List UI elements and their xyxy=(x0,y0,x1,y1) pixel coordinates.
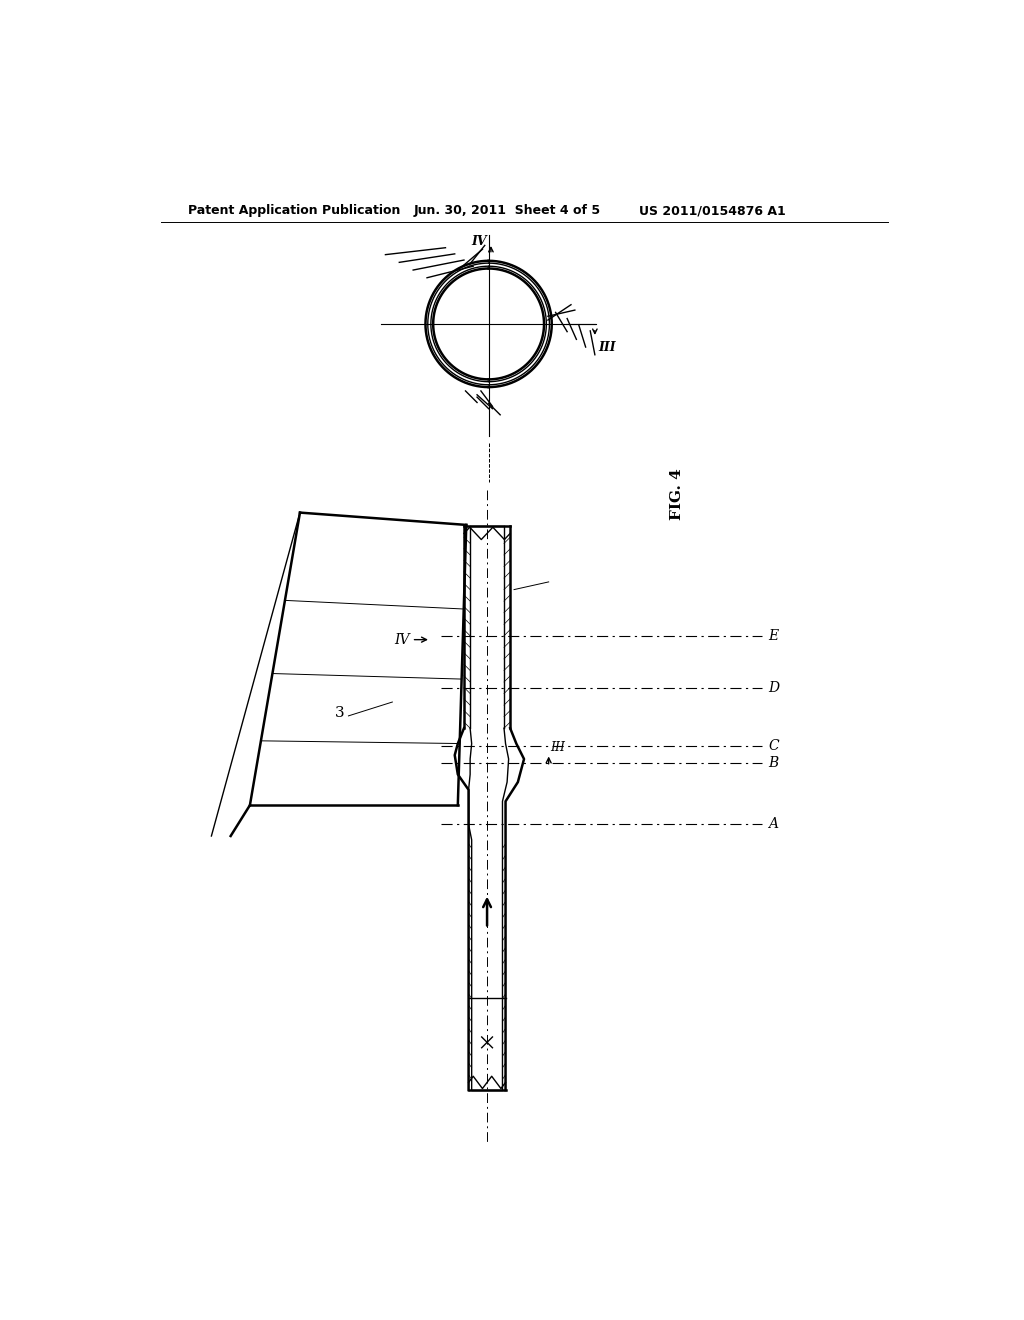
Text: D: D xyxy=(768,681,779,696)
Text: IV: IV xyxy=(472,235,487,248)
Text: A: A xyxy=(768,817,778,832)
Text: C: C xyxy=(768,739,778,752)
Text: B: B xyxy=(768,756,778,770)
Text: IV: IV xyxy=(394,632,411,647)
Text: III: III xyxy=(598,341,615,354)
Text: Patent Application Publication: Patent Application Publication xyxy=(188,205,400,218)
Text: 3: 3 xyxy=(335,706,344,719)
Text: III: III xyxy=(550,741,565,754)
Text: FIG. 4: FIG. 4 xyxy=(671,469,684,520)
Text: Jun. 30, 2011  Sheet 4 of 5: Jun. 30, 2011 Sheet 4 of 5 xyxy=(414,205,601,218)
Text: US 2011/0154876 A1: US 2011/0154876 A1 xyxy=(639,205,785,218)
Text: E: E xyxy=(768,628,778,643)
